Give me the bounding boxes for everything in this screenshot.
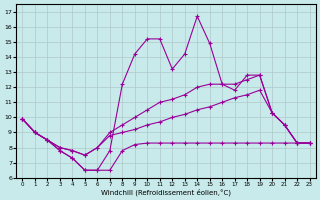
X-axis label: Windchill (Refroidissement éolien,°C): Windchill (Refroidissement éolien,°C) (101, 188, 231, 196)
